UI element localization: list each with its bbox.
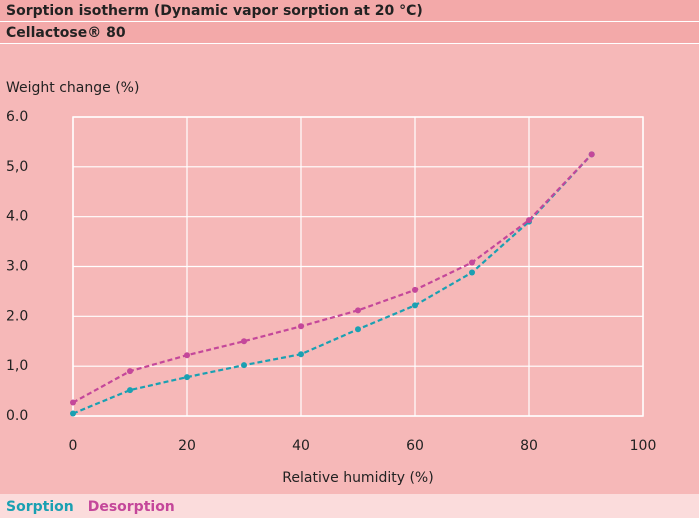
chart-subtitle: Cellactose® 80 — [6, 25, 126, 41]
x-tick-label: 100 — [630, 438, 657, 454]
point — [469, 269, 475, 276]
legend-bar — [0, 494, 699, 518]
point — [298, 323, 304, 330]
point — [469, 259, 475, 266]
chart-title: Sorption isotherm (Dynamic vapor sorptio… — [6, 3, 423, 19]
legend-entry: Sorption — [6, 499, 74, 515]
point — [127, 387, 133, 394]
x-tick-label: 80 — [520, 438, 538, 454]
subtitle-bar — [0, 22, 699, 43]
title-bar — [0, 0, 699, 21]
legend-entry: Desorption — [88, 499, 175, 515]
point — [70, 410, 76, 417]
x-axis-label: Relative humidity (%) — [282, 470, 433, 486]
y-tick-label: 1,0 — [6, 358, 28, 374]
point — [412, 286, 418, 293]
x-tick-label: 0 — [69, 438, 78, 454]
point — [588, 151, 595, 158]
point — [412, 302, 418, 309]
y-tick-label: 6.0 — [6, 109, 28, 125]
x-tick-label: 60 — [406, 438, 424, 454]
series-line — [72, 153, 593, 404]
y-tick-label: 4.0 — [6, 209, 28, 225]
point — [355, 326, 361, 333]
x-tick-label: 40 — [292, 438, 310, 454]
point — [241, 338, 247, 345]
point — [70, 399, 76, 406]
y-tick-label: 3.0 — [6, 259, 28, 275]
y-tick-label: 0.0 — [6, 408, 28, 424]
point — [355, 307, 361, 314]
point — [241, 362, 247, 369]
y-tick-label: 5,0 — [6, 159, 28, 175]
point — [184, 374, 190, 381]
y-tick-label: 2.0 — [6, 308, 28, 324]
point — [298, 351, 304, 358]
point — [127, 368, 133, 375]
x-tick-label: 20 — [178, 438, 196, 454]
point — [526, 217, 532, 224]
y-axis-label: Weight change (%) — [6, 80, 139, 96]
point — [184, 352, 190, 359]
series-line — [72, 153, 593, 415]
